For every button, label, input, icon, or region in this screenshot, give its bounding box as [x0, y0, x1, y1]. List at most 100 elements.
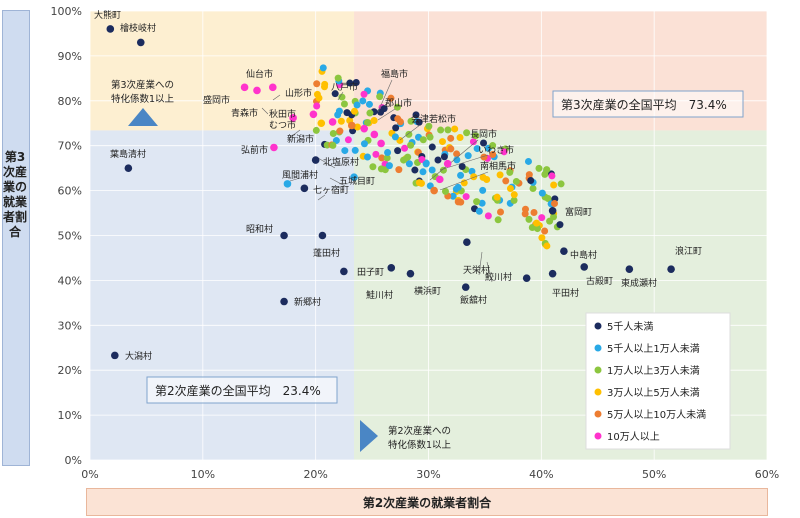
- legend-marker-3: [594, 388, 602, 396]
- y-axis-ticks: 0% 10% 20% 30% 40% 50% 60% 70% 80% 90% 100%: [51, 5, 82, 467]
- data-point: [351, 146, 359, 154]
- data-point: [428, 143, 436, 151]
- data-point-鮫川村: [522, 274, 531, 282]
- data-point: [478, 199, 486, 207]
- leader-line: [261, 107, 269, 115]
- data-point: [475, 207, 483, 215]
- leader-line: [429, 139, 479, 181]
- data-point: [353, 123, 361, 131]
- data-point: [365, 100, 373, 108]
- x-tick-label: 30%: [416, 468, 440, 481]
- data-point: [340, 100, 348, 108]
- label-hachinohe: 八戸市: [331, 81, 358, 93]
- data-point-富岡町: [548, 207, 557, 215]
- data-point: [464, 152, 472, 160]
- tertiary-annotation-line1: 第3次産業への: [111, 79, 174, 91]
- data-point: [449, 192, 457, 200]
- leader-line: [377, 79, 393, 113]
- data-point: [538, 234, 546, 242]
- x-tick-label: 10%: [191, 468, 215, 481]
- data-point: [541, 227, 549, 235]
- legend-marker-0: [594, 322, 602, 330]
- label-nagaoka: 長岡市: [470, 128, 497, 140]
- data-point: [415, 179, 423, 187]
- label-koriyama: 郡山市: [385, 97, 412, 109]
- y-tick-label: 80%: [58, 95, 82, 108]
- data-point: [313, 90, 321, 98]
- data-point: [437, 126, 445, 134]
- data-point: [385, 162, 393, 170]
- data-point: [480, 139, 488, 147]
- background-points: [312, 64, 565, 250]
- data-point: [548, 172, 556, 180]
- label-aomori: 青森市: [231, 107, 258, 119]
- x-tick-label: 0%: [81, 468, 98, 481]
- data-point: [419, 168, 427, 176]
- data-point-風間浦村: [283, 180, 292, 188]
- data-point: [401, 144, 409, 152]
- data-point: [447, 145, 455, 153]
- data-point: [360, 140, 368, 148]
- secondary-arrow-icon: [360, 420, 378, 452]
- secondary-average-label: 第2次産業の全国平均 23.4%: [155, 383, 321, 398]
- data-point: [313, 102, 321, 110]
- data-point-檜枝岐村: [136, 38, 145, 47]
- data-point: [527, 177, 535, 185]
- tertiary-annotation-line2: 特化係数1以上: [111, 93, 175, 105]
- data-point: [556, 221, 564, 229]
- data-point: [533, 219, 541, 227]
- data-point: [457, 171, 465, 179]
- y-tick-label: 0%: [65, 454, 82, 467]
- leader-line: [287, 129, 301, 140]
- data-point-東成瀬村: [625, 265, 634, 273]
- data-point-盛岡市: [240, 83, 249, 92]
- label-hirata: 平田村: [552, 287, 579, 299]
- data-point: [454, 183, 462, 191]
- data-point-横浜町: [406, 269, 415, 278]
- data-point: [428, 166, 436, 174]
- data-point: [363, 153, 371, 161]
- data-point: [473, 145, 481, 153]
- legend: 5千人未満 5千人以上1万人未満 1万人以上3万人未満 3万人以上5万人未満 5…: [585, 312, 731, 450]
- label-iwaki: いわき市: [478, 144, 514, 156]
- legend-item-3: 3万人以上5万人未満: [607, 387, 700, 399]
- data-point: [344, 136, 352, 144]
- label-shingo: 新郷村: [294, 296, 321, 308]
- legend-box: [585, 312, 731, 450]
- data-point: [550, 213, 558, 221]
- label-furudono: 古殿町: [586, 275, 613, 287]
- secondary-average-box: [146, 376, 338, 404]
- leader-line: [317, 157, 336, 169]
- legend-item-0: 5千人未満: [607, 321, 653, 333]
- data-point-仙台市: [268, 83, 277, 92]
- data-point-鮭川村: [387, 264, 396, 272]
- data-point-新郷村: [280, 297, 288, 306]
- leader-line: [439, 154, 489, 171]
- data-point: [372, 150, 380, 158]
- data-point: [353, 101, 361, 109]
- label-hirosaki: 弘前市: [241, 144, 268, 156]
- data-point: [395, 166, 403, 174]
- data-point-むつ市: [317, 119, 326, 128]
- label-samegawa: 鮫川村: [485, 271, 512, 283]
- data-point: [543, 166, 551, 174]
- data-point: [400, 156, 408, 164]
- data-point-秋田市: [289, 114, 297, 122]
- data-point: [438, 138, 446, 146]
- data-point: [528, 223, 536, 231]
- label-sakegawa: 鮭川村: [366, 289, 393, 301]
- data-point: [530, 208, 538, 216]
- data-point: [418, 156, 426, 164]
- data-point-会津若松市: [377, 139, 385, 148]
- x-axis-ticks: 0% 10% 20% 30% 40% 50% 60%: [81, 468, 779, 481]
- x-tick-label: 20%: [303, 468, 327, 481]
- data-point: [360, 90, 368, 98]
- data-point: [426, 133, 434, 141]
- quadrant-tertiary-specialized: [90, 11, 355, 131]
- y-axis-label-box: [2, 10, 30, 466]
- data-point: [407, 117, 415, 125]
- data-point: [525, 215, 533, 223]
- label-minamisoma: 南相馬市: [480, 160, 516, 172]
- label-sendai: 仙台市: [246, 68, 273, 80]
- data-point: [383, 154, 391, 162]
